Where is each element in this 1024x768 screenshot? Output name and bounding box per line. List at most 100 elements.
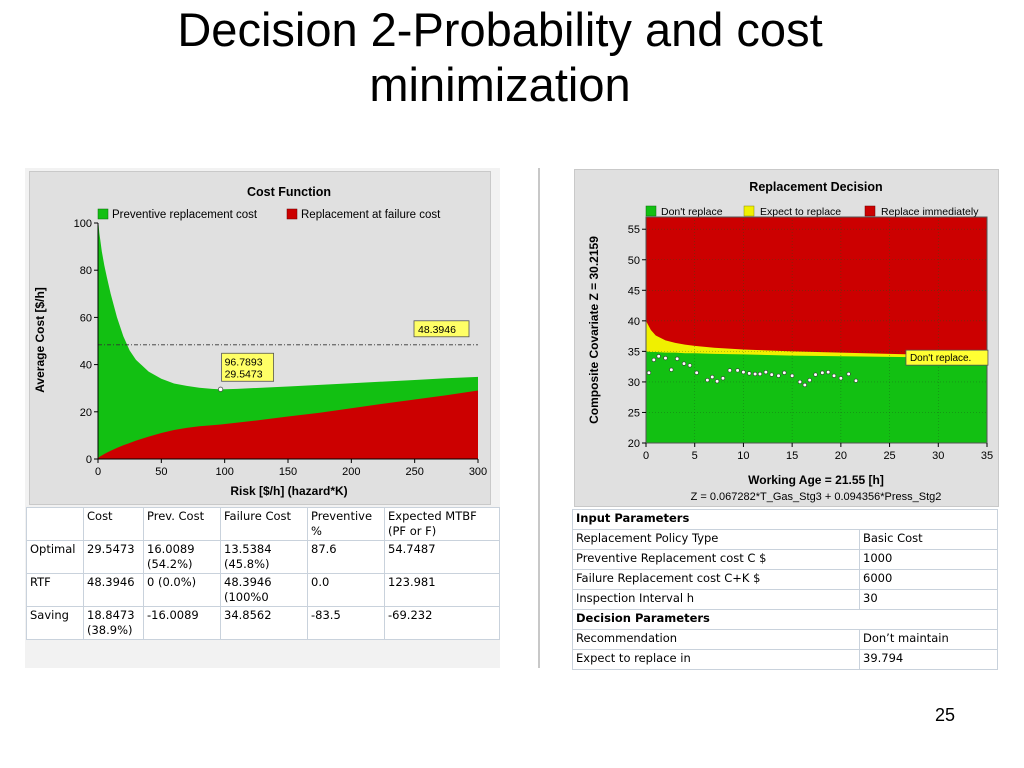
- table-cell: -83.5: [307, 606, 385, 640]
- y-tick-label: 40: [628, 316, 640, 328]
- optimal-x-value: 96.7893: [225, 356, 263, 368]
- x-tick-label: 30: [932, 450, 944, 462]
- param-value: Basic Cost: [859, 529, 998, 550]
- rtf-callout-value: 48.3946: [418, 324, 456, 336]
- y-tick-label: 0: [86, 454, 92, 466]
- replacement-decision-chart: Replacement Decision Don't replace Expec…: [574, 169, 999, 507]
- covariate-point: [826, 370, 831, 375]
- legend-swatch-replace-now: [864, 205, 876, 217]
- table-cell: 34.8562: [220, 606, 308, 640]
- covariate-point: [763, 370, 768, 375]
- legend-label-replace-now: Replace immediately: [881, 206, 979, 218]
- panel-divider: [538, 168, 540, 668]
- covariate-point: [715, 379, 720, 384]
- param-value: 1000: [859, 549, 998, 570]
- legend-label-failure: Replacement at failure cost: [301, 209, 441, 221]
- covariate-point: [710, 374, 715, 380]
- slide-title-line-1: Decision 2-Probability and cost: [177, 3, 823, 56]
- table-cell: RTF: [26, 573, 84, 607]
- covariate-point: [747, 371, 752, 376]
- decision-callout-text: Don't replace.: [910, 353, 971, 364]
- table-cell: Saving: [26, 606, 84, 640]
- covariate-point: [831, 373, 837, 378]
- decision-plot-area: 20 25 30 35 40 45 50 55 0 5 10 15 20 25 30 35 Don't repl…: [628, 216, 993, 462]
- covariate-point: [656, 354, 661, 359]
- table-row: Inspection Interval h 30: [572, 589, 998, 610]
- table-cell: -69.232: [384, 606, 500, 640]
- covariate-point: [802, 382, 807, 388]
- cost-function-chart: Cost Function Preventive replacement cos…: [29, 171, 491, 505]
- table-cell: 48.3946: [83, 573, 144, 607]
- table-row: Replacement Policy Type Basic Cost: [572, 529, 998, 550]
- cost-function-svg: Cost Function Preventive replacement cos…: [33, 185, 488, 498]
- y-axis-label: Average Cost [$/h]: [33, 287, 47, 393]
- covariate-point: [646, 370, 652, 375]
- param-name: Failure Replacement cost C+K $: [572, 569, 860, 590]
- y-axis-label: Composite Covariate Z = 30.2159: [587, 236, 601, 424]
- x-tick-label: 50: [155, 466, 167, 478]
- table-cell: 123.981: [384, 573, 500, 607]
- covariate-point: [820, 370, 825, 375]
- param-name: Preventive Replacement cost C $: [572, 549, 860, 570]
- section-header-row: Decision Parameters: [572, 609, 998, 630]
- header-cell: Expected MTBF (PF or F): [384, 507, 500, 541]
- legend-swatch-expect-replace: [743, 205, 755, 217]
- y-tick-label: 55: [628, 224, 640, 236]
- legend-label-preventive: Preventive replacement cost: [112, 209, 258, 221]
- table-cell: 0.0: [307, 573, 385, 607]
- x-tick-label: 10: [737, 450, 749, 462]
- covariate-point: [757, 371, 763, 377]
- covariate-point: [720, 376, 726, 381]
- x-tick-label: 5: [692, 450, 698, 462]
- rtf-callout: 48.3946: [413, 320, 470, 338]
- x-tick-label: 150: [279, 466, 297, 478]
- failure-cost-area: [98, 390, 478, 459]
- plot-frame: [645, 216, 988, 444]
- table-cell: 0 (0.0%): [143, 573, 221, 607]
- table-cell: 87.6: [307, 540, 385, 574]
- covariate-point: [853, 378, 859, 383]
- covariate-point: [651, 357, 656, 363]
- section-header-row: Input Parameters: [572, 509, 998, 530]
- table-cell: 54.7487: [384, 540, 500, 574]
- decision-parameters-header: Decision Parameters: [572, 609, 998, 630]
- input-parameters-header: Input Parameters: [572, 509, 998, 530]
- rtf-callout-box: [413, 320, 470, 338]
- y-tick-label: 25: [628, 407, 640, 419]
- y-tick-label: 40: [80, 360, 92, 372]
- header-cell: [26, 507, 84, 541]
- y-tick-label: 20: [628, 438, 640, 450]
- table-header-row: Cost Prev. Cost Failure Cost Preventive …: [26, 507, 500, 541]
- covariate-point: [838, 376, 843, 381]
- cost-plot-area: 0 20 40 60 80 100 0 50 100 150 200 250 300 96.789329.…: [74, 218, 488, 478]
- y-tick-label: 60: [80, 312, 92, 324]
- table-row: Saving 18.8473 (38.9%) -16.0089 34.8562 …: [26, 606, 500, 640]
- covariate-point: [663, 355, 668, 361]
- covariate-point: [846, 371, 851, 377]
- covariate-point: [769, 372, 774, 377]
- covariate-point: [735, 368, 740, 373]
- param-value: 39.794: [859, 649, 998, 670]
- table-row: Expect to replace in 39.794: [572, 649, 998, 670]
- optimal-y-value: 29.5473: [225, 368, 263, 380]
- cost-comparison-table: Cost Prev. Cost Failure Cost Preventive …: [26, 507, 500, 640]
- parameters-table: Input Parameters Replacement Policy Type…: [572, 509, 998, 670]
- covariate-point: [797, 379, 803, 385]
- table-cell: 18.8473 (38.9%): [83, 606, 144, 640]
- covariate-point: [776, 373, 781, 378]
- header-cell: Failure Cost: [220, 507, 308, 541]
- table-row: Preventive Replacement cost C $ 1000: [572, 549, 998, 570]
- x-tick-label: 250: [405, 466, 423, 478]
- x-tick-label: 100: [215, 466, 233, 478]
- chart-title: Replacement Decision: [749, 180, 882, 194]
- covariate-point: [669, 367, 674, 372]
- table-cell: Optimal: [26, 540, 84, 574]
- optimal-point-marker: [217, 386, 224, 392]
- covariate-point: [705, 377, 710, 383]
- param-name: Replacement Policy Type: [572, 529, 860, 550]
- y-tick-label: 80: [80, 265, 92, 277]
- preventive-cost-area: [98, 223, 478, 459]
- legend-label-expect-replace: Expect to replace: [760, 206, 841, 218]
- x-tick-label: 20: [835, 450, 847, 462]
- covariate-point: [813, 372, 818, 377]
